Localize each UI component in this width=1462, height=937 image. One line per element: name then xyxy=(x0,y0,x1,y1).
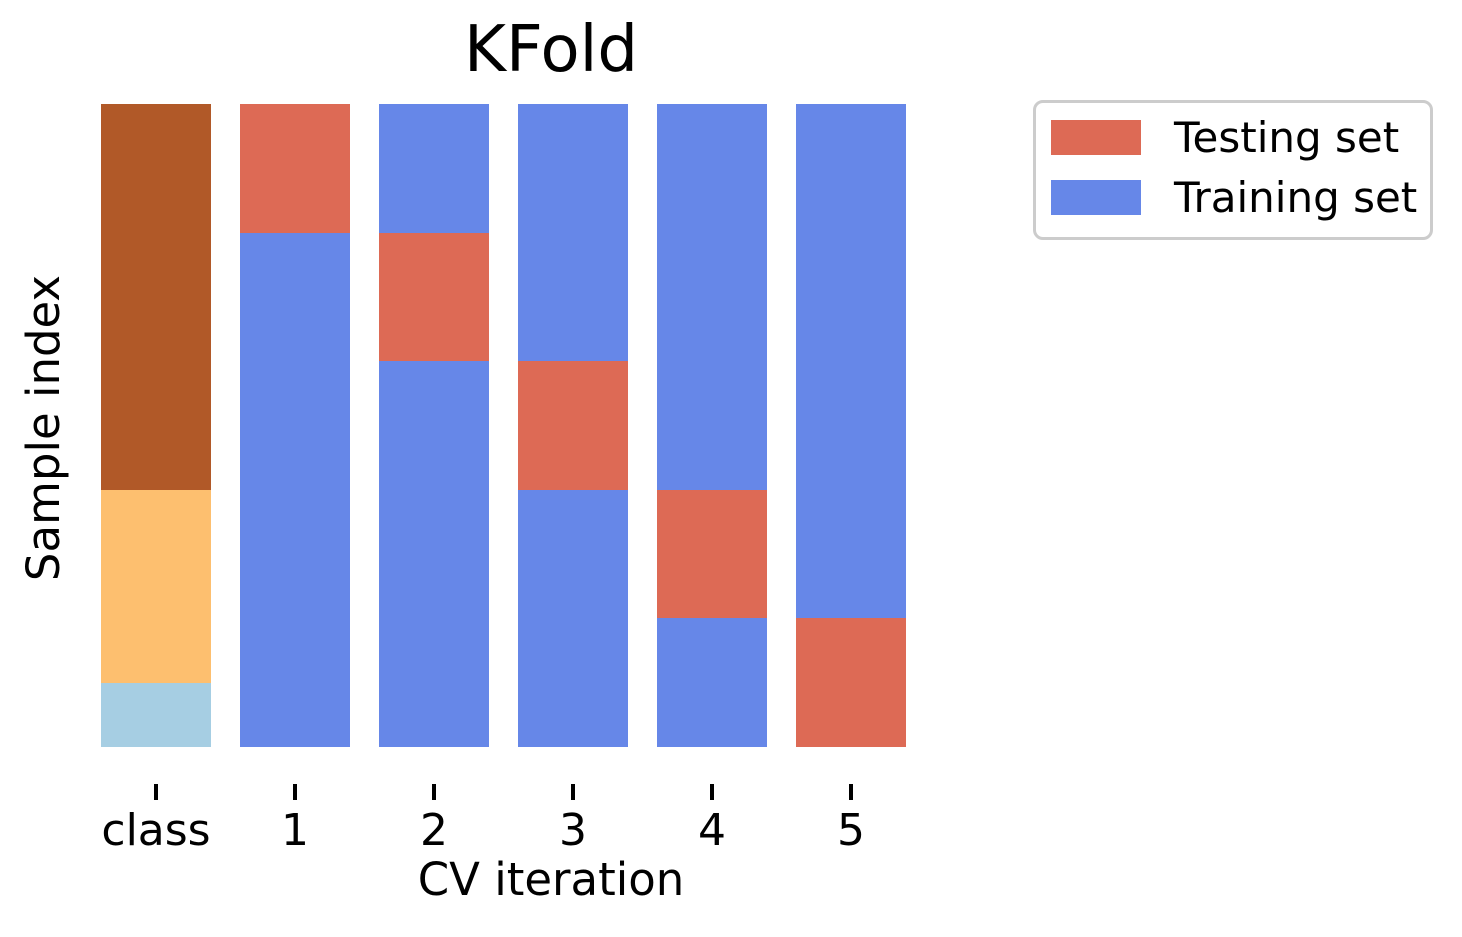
x-axis-label: CV iteration xyxy=(417,853,685,906)
x-tick-mark xyxy=(293,784,297,800)
x-tick-label-4: 4 xyxy=(698,805,726,856)
x-tick-mark xyxy=(154,784,158,800)
x-tick-label-class: class xyxy=(101,805,211,856)
x-tick-label-2: 2 xyxy=(420,805,448,856)
bar-column-fold-2 xyxy=(379,104,489,747)
x-tick-mark xyxy=(432,784,436,800)
segment-training xyxy=(518,104,628,362)
bar-column-fold-1 xyxy=(240,104,350,747)
x-tick-mark xyxy=(849,784,853,800)
segment-training xyxy=(379,104,489,233)
bar-column-fold-3 xyxy=(518,104,628,747)
legend-swatch-testing-set xyxy=(1051,120,1141,155)
segment-testing xyxy=(379,232,489,362)
bar-column-class xyxy=(101,104,211,747)
legend-swatch-training-set xyxy=(1051,180,1141,215)
segment-class-1 xyxy=(101,489,211,683)
x-tick-label-3: 3 xyxy=(559,805,587,856)
segment-class-2 xyxy=(101,104,211,490)
segment-training xyxy=(379,361,489,747)
bar-column-fold-4 xyxy=(657,104,767,747)
legend-label-training-set: Training set xyxy=(1174,173,1418,222)
legend-label-testing-set: Testing set xyxy=(1174,113,1400,162)
segment-testing xyxy=(657,489,767,619)
chart-title: KFold xyxy=(463,13,639,87)
segment-training xyxy=(240,232,350,747)
segment-testing xyxy=(240,104,350,233)
y-axis-label: Sample index xyxy=(17,274,70,582)
x-tick-mark xyxy=(710,784,714,800)
x-tick-mark xyxy=(571,784,575,800)
segment-training xyxy=(657,104,767,490)
segment-training xyxy=(796,104,906,619)
bar-column-fold-5 xyxy=(796,104,906,747)
segment-training xyxy=(518,489,628,747)
segment-testing xyxy=(518,361,628,490)
segment-testing xyxy=(796,618,906,747)
segment-training xyxy=(657,618,767,747)
x-tick-label-5: 5 xyxy=(837,805,865,856)
legend: Testing set Training set xyxy=(1033,100,1433,240)
x-tick-label-1: 1 xyxy=(281,805,309,856)
segment-class-0 xyxy=(101,682,211,747)
